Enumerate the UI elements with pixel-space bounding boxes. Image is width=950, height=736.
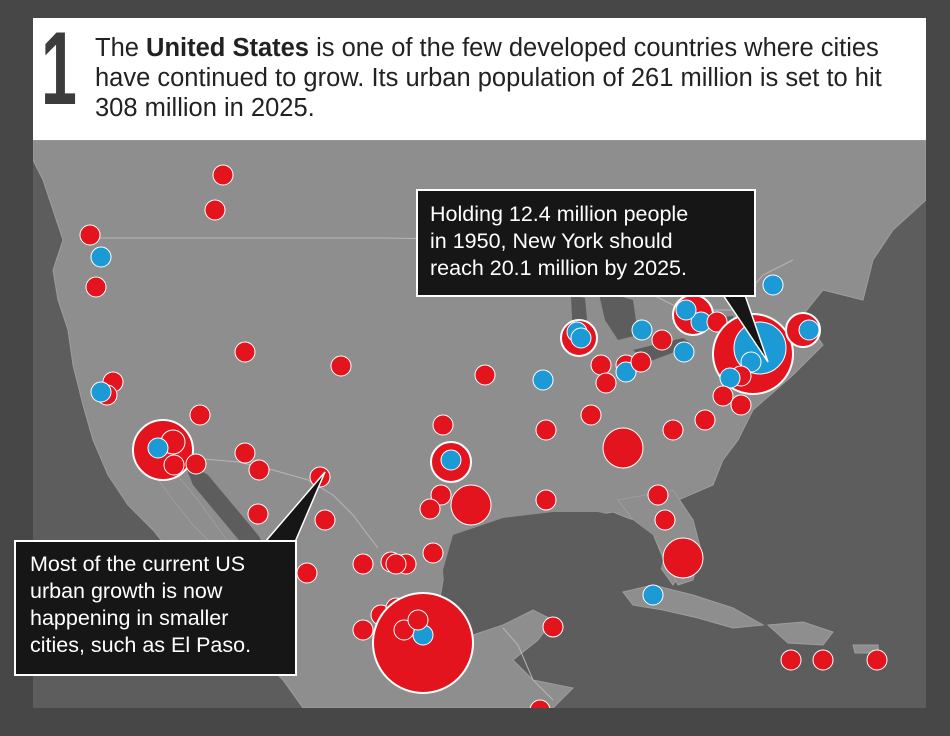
callout-elpaso-line-1: Most of the current US [30, 552, 246, 576]
us-mexico-border [150, 439, 379, 549]
city-marker-2025-6 [330, 355, 352, 377]
city-marker-1950-3 [90, 246, 112, 268]
city-marker-2025-61 [651, 329, 673, 351]
city-marker-1950-43 [532, 369, 554, 391]
city-marker-2025-15 [189, 404, 211, 426]
city-marker-2025-25 [422, 542, 444, 564]
city-marker-2025-14 [185, 453, 207, 475]
city-marker-2025-21 [352, 553, 374, 575]
header-panel: 1 The United States is one of the few de… [33, 14, 926, 140]
callout-elpaso-line-3: happening in smaller [30, 606, 229, 630]
callout-elpaso-line-4: cities, such as El Paso. [30, 633, 252, 657]
city-marker-2025-26 [296, 562, 318, 584]
city-marker-2025-79 [866, 649, 888, 671]
city-marker-2025-54 [662, 419, 684, 441]
city-marker-1950-62 [631, 319, 653, 341]
city-marker-2025-53 [602, 427, 644, 469]
city-marker-2025-5 [234, 341, 256, 363]
city-marker-2025-24 [385, 553, 407, 575]
city-marker-2025-48 [595, 372, 617, 394]
city-marker-2025-41 [535, 489, 557, 511]
city-marker-2025-42 [535, 419, 557, 441]
city-marker-2025-78 [812, 649, 834, 671]
city-marker-1950-59 [642, 584, 664, 606]
city-marker-2025-80 [542, 616, 564, 638]
headline: The United States is one of the few deve… [95, 33, 925, 123]
city-marker-2025-38 [430, 484, 452, 506]
city-marker-2025-52 [580, 404, 602, 426]
city-marker-1950-9 [90, 381, 112, 403]
city-marker-2025-77 [780, 649, 802, 671]
city-marker-1950-76 [762, 274, 784, 296]
city-marker-1950-37 [440, 449, 462, 471]
callout-ny-line-3: reach 20.1 million by 2025. [430, 256, 687, 280]
section-number: 1 [41, 11, 77, 127]
city-marker-1950-12 [147, 437, 169, 459]
city-marker-1950-75 [798, 319, 820, 341]
city-marker-1950-71 [719, 367, 741, 389]
city-marker-2025-34 [474, 364, 496, 386]
city-marker-2025-33 [352, 619, 374, 641]
city-marker-2025-18 [247, 503, 269, 525]
city-marker-2025-39 [419, 498, 441, 520]
callout-ny-line-2: in 1950, New York should [430, 229, 673, 253]
city-marker-2025-40 [450, 484, 492, 526]
city-marker-2025-2 [79, 224, 101, 246]
headline-post: is one of the few developed countries wh… [95, 34, 882, 122]
city-marker-2025-58 [662, 537, 704, 579]
gulf-of-mexico [443, 512, 663, 620]
city-marker-2025-81 [529, 699, 551, 708]
callout-ny-line-1: Holding 12.4 million people [430, 202, 689, 226]
city-marker-2025-4 [85, 276, 107, 298]
city-marker-2025-55 [694, 409, 716, 431]
lake-huron [598, 290, 638, 340]
land-hispaniola [766, 621, 834, 646]
city-marker-2025-56 [647, 484, 669, 506]
city-marker-2025-16 [234, 442, 256, 464]
city-marker-2025-72 [712, 385, 734, 407]
city-marker-2025-32 [407, 609, 429, 631]
city-marker-2025-0 [212, 164, 234, 186]
central-america-borders [502, 627, 554, 701]
city-marker-1950-50 [615, 361, 637, 383]
city-marker-2025-13 [163, 454, 185, 476]
headline-bold: United States [146, 34, 309, 62]
callout-elpaso-line-2: urban growth is now [30, 579, 223, 603]
city-marker-2025-19 [314, 509, 336, 531]
city-marker-2025-1 [204, 199, 226, 221]
city-marker-2025-35 [432, 414, 454, 436]
city-marker-1950-60 [673, 341, 695, 363]
city-marker-1950-46 [570, 327, 592, 349]
callout-el-paso: Most of the current US urban growth is n… [14, 540, 297, 676]
city-marker-1950-65 [675, 299, 697, 321]
city-marker-2025-17 [248, 459, 270, 481]
city-marker-2025-73 [730, 394, 752, 416]
city-marker-2025-51 [630, 351, 652, 373]
headline-pre: The [95, 34, 147, 62]
pointer-el-paso [263, 471, 326, 543]
city-marker-2025-57 [654, 509, 676, 531]
pointer-new-york [721, 294, 769, 363]
callout-new-york: Holding 12.4 million people in 1950, New… [416, 189, 756, 297]
city-marker-2025-66 [706, 311, 728, 333]
